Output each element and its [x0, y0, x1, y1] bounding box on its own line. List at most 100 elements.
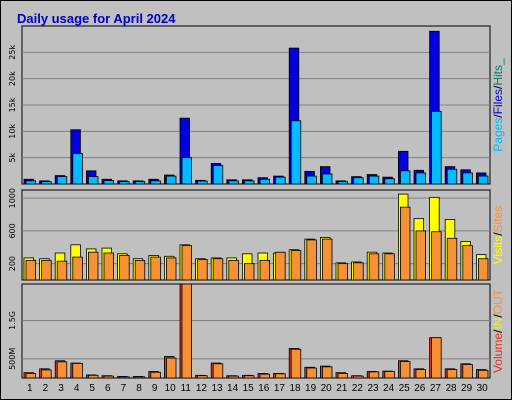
out-series-bar — [197, 375, 208, 379]
out-series-bar — [462, 364, 473, 379]
chart-title: Daily usage for April 2024 — [17, 11, 176, 26]
files-series-bar — [103, 180, 115, 185]
day-label: 21 — [336, 383, 348, 394]
files-series-bar — [353, 177, 364, 185]
out-series-bar — [384, 371, 395, 379]
sites-series-bar — [290, 250, 302, 281]
files-series-bar — [399, 170, 411, 185]
out-series-bar — [368, 371, 380, 379]
sites-series-bar — [321, 238, 333, 281]
y-axis-label-part: / — [491, 329, 505, 333]
day-label: 5 — [89, 383, 95, 394]
sites-series-bar — [25, 259, 37, 281]
sites-series-bar — [477, 258, 489, 281]
sites-series-bar — [197, 259, 208, 281]
sites-series-bar — [415, 230, 427, 281]
y-tick-label: 200 — [8, 256, 17, 271]
y-tick-label: 15k — [8, 97, 17, 112]
y-axis-label-part: Hits — [491, 65, 505, 86]
files-series-bar — [150, 180, 161, 185]
sites-series-bar — [150, 256, 161, 281]
sites-series-bar — [353, 262, 364, 281]
day-label: 9 — [152, 383, 158, 394]
out-series-bar — [228, 375, 239, 379]
files-series-bar — [228, 180, 239, 185]
files-series-bar — [197, 180, 208, 185]
out-series-bar — [306, 367, 317, 379]
files-series-bar — [321, 173, 333, 185]
files-series-bar — [337, 181, 349, 185]
sites-series-bar — [275, 251, 286, 281]
sites-series-bar — [88, 251, 99, 281]
y-tick-label: 5k — [8, 152, 17, 162]
sites-series-bar — [56, 260, 68, 281]
y-tick-label: 25k — [8, 45, 17, 60]
files-series-bar — [88, 176, 99, 185]
day-label: 14 — [227, 383, 239, 394]
sites-series-bar — [337, 263, 349, 281]
day-label: 12 — [196, 383, 208, 394]
y-axis-label-part: IN — [491, 318, 505, 330]
files-series-bar — [72, 153, 83, 185]
files-series-bar — [25, 180, 37, 185]
sites-series-bar — [259, 259, 271, 281]
out-series-bar — [165, 357, 177, 379]
sites-series-bar — [431, 231, 442, 281]
day-label: 7 — [121, 383, 127, 394]
y-tick-label: 1000 — [8, 188, 17, 208]
files-series-bar — [119, 181, 130, 185]
sites-series-bar — [306, 239, 317, 281]
files-series-bar — [134, 181, 146, 185]
day-label: 29 — [461, 383, 473, 394]
y-tick-label: 20k — [8, 71, 17, 86]
sites-series-bar — [212, 258, 224, 281]
out-series-bar — [72, 363, 83, 379]
out-series-bar — [119, 376, 130, 379]
files-series-bar — [165, 175, 177, 185]
day-label: 25 — [399, 383, 411, 394]
sites-series-bar — [103, 252, 115, 281]
y-axis-label-part: Visits — [491, 236, 505, 264]
y-axis-label-part: / — [491, 114, 505, 118]
day-label: 10 — [165, 383, 177, 394]
files-series-bar — [290, 120, 302, 185]
day-label: 23 — [367, 383, 379, 394]
out-series-bar — [399, 361, 411, 379]
out-series-bar — [41, 369, 52, 379]
y-axis-label-3: Volume/IN/OUT — [491, 288, 505, 373]
files-series-bar — [41, 181, 52, 185]
sites-series-bar — [165, 257, 177, 281]
out-series-bar — [446, 369, 458, 379]
sites-series-bar — [72, 256, 83, 281]
out-series-bar — [212, 363, 224, 379]
files-series-bar — [306, 175, 317, 185]
out-series-bar — [337, 372, 349, 379]
day-label: 1 — [27, 383, 33, 394]
out-series-bar — [415, 369, 427, 379]
day-label: 26 — [414, 383, 426, 394]
out-series-bar — [477, 369, 489, 379]
y-axis-label-2: Visits/Sites — [491, 206, 505, 264]
files-series-bar — [56, 176, 68, 185]
sites-series-bar — [228, 259, 239, 281]
y-axis-label-part: / — [491, 232, 505, 236]
day-label: 13 — [211, 383, 223, 394]
files-series-bar — [368, 175, 380, 185]
files-series-bar — [259, 178, 271, 185]
sites-series-bar — [384, 253, 395, 281]
day-label: 30 — [477, 383, 489, 394]
files-series-bar — [431, 110, 442, 185]
out-series-bar — [321, 366, 333, 379]
day-label: 27 — [430, 383, 442, 394]
out-series-bar — [56, 361, 68, 379]
sites-series-bar — [399, 206, 411, 281]
day-label: 16 — [258, 383, 270, 394]
day-label: 22 — [352, 383, 364, 394]
sites-series-bar — [41, 259, 52, 281]
day-label: 6 — [105, 383, 111, 394]
files-series-bar — [212, 165, 224, 185]
sites-series-bar — [446, 237, 458, 281]
files-series-bar — [415, 172, 427, 185]
plot-area-2 — [21, 189, 491, 281]
day-label: 18 — [289, 383, 301, 394]
